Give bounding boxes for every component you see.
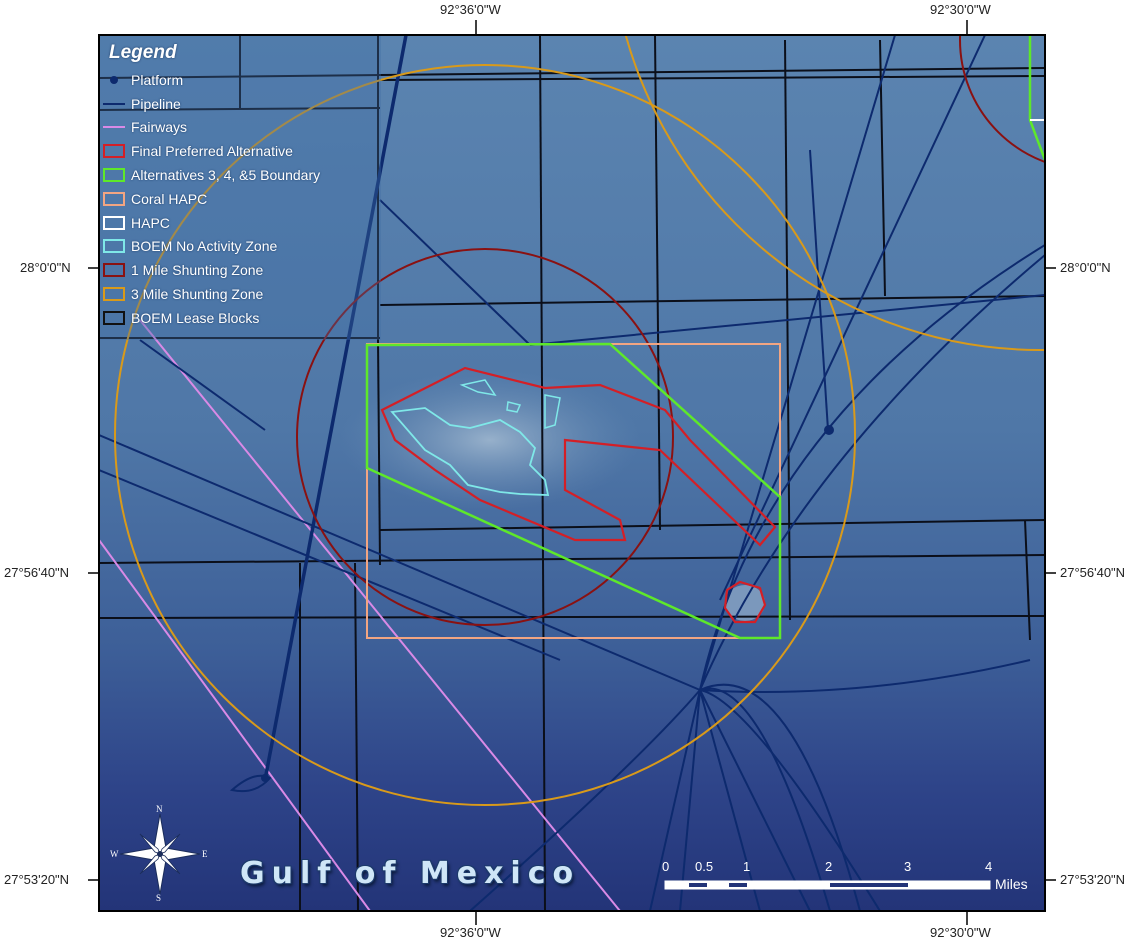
one-mile-shunting-zones [296,35,1045,626]
legend-item-pipeline: Pipeline [103,92,375,116]
north-arrow-s-label: S [156,893,162,903]
boem-no-activity-zone [390,407,550,496]
coord-left-1: 28°0'0"N [20,260,71,275]
north-arrow-w-label: W [110,849,119,859]
coord-right-3: 27°53'20"N [1060,872,1126,887]
legend: Legend Platform Pipeline Fairways Final … [103,42,375,330]
three-mile-shunting-zones [114,35,1045,806]
coord-bottom-left: 92°36'0"W [440,925,501,940]
legend-label: Final Preferred Alternative [131,143,293,160]
legend-label: Alternatives 3, 4, &5 Boundary [131,167,321,184]
scale-tick-label: 0.5 [695,859,714,874]
legend-label: Pipeline [131,95,181,112]
north-arrow-e-label: E [202,849,208,859]
final-preferred-swatch-icon [103,144,125,159]
map-frame [98,34,1046,912]
coord-left-3: 27°53'20"N [4,872,70,887]
fairway-line-icon [103,120,125,134]
legend-label: 1 Mile Shunting Zone [131,262,264,279]
bank-relief-small [725,585,765,621]
legend-item-final-preferred: Final Preferred Alternative [103,139,375,163]
scale-bar-graphic [664,880,991,890]
legend-item-hapc: HAPC [103,211,375,235]
coord-bottom-right: 92°30'0"W [930,925,991,940]
legend-item-boem-no-activity: BOEM No Activity Zone [103,235,375,259]
lease-blocks-swatch-icon [103,310,125,325]
scale-tick-label: 4 [985,859,993,874]
alternatives-swatch-icon [103,168,125,183]
platform-dot-icon [103,73,125,87]
coord-right-2: 27°56'40"N [1060,565,1126,580]
hapc-swatch-icon [103,215,125,230]
boem-no-activity-swatch-icon [103,239,125,254]
coral-hapc-swatch-icon [103,191,125,206]
legend-label: HAPC [131,214,170,231]
alternatives-boundary [365,342,782,640]
final-preferred-alternative [380,366,777,547]
legend-item-1-mile-shunting: 1 Mile Shunting Zone [103,258,375,282]
coord-top-left: 92°36'0"W [440,2,501,17]
legend-background [99,35,381,340]
legend-label: Platform [131,71,184,88]
legend-label: BOEM No Activity Zone [131,238,278,255]
legend-label: Fairways [131,119,188,136]
scale-tick-label: 2 [825,859,833,874]
scale-tick-label: 3 [904,859,912,874]
platform-marker [824,425,834,435]
legend-item-alternatives: Alternatives 3, 4, &5 Boundary [103,163,375,187]
scale-tick-label: 1 [743,859,751,874]
platform-marker [261,774,269,782]
fairways [99,319,621,911]
legend-item-coral-hapc: Coral HAPC [103,187,375,211]
three-mile-swatch-icon [103,287,125,302]
lease-blocks [99,35,1045,911]
pipelines [99,35,1045,911]
coord-top-right: 92°30'0"W [930,2,991,17]
boem-no-activity-zone-2 [459,379,497,397]
legend-item-platform: Platform [103,68,375,92]
legend-label: 3 Mile Shunting Zone [131,286,264,303]
legend-label: Coral HAPC [131,190,208,207]
legend-title: Legend [109,42,177,63]
north-arrow-n-label: N [156,804,163,814]
north-arrow-icon [119,813,201,895]
legend-item-fairways: Fairways [103,116,375,140]
coord-right-1: 28°0'0"N [1060,260,1111,275]
legend-item-lease-blocks: BOEM Lease Blocks [103,306,375,330]
final-preferred-alternative-small [723,580,767,624]
map-title-label: Gulf of Mexico [240,856,581,891]
scale-tick-label: 0 [662,859,670,874]
pipeline-line-icon [103,97,125,111]
coord-left-2: 27°56'40"N [4,565,70,580]
boem-no-activity-zone-4 [506,401,522,413]
boem-no-activity-zone-3 [544,394,561,430]
graticule-ticks [88,20,1056,925]
one-mile-swatch-icon [103,263,125,278]
legend-item-3-mile-shunting: 3 Mile Shunting Zone [103,282,375,306]
legend-label: BOEM Lease Blocks [131,309,260,326]
scale-unit-label: Miles [995,876,1028,892]
